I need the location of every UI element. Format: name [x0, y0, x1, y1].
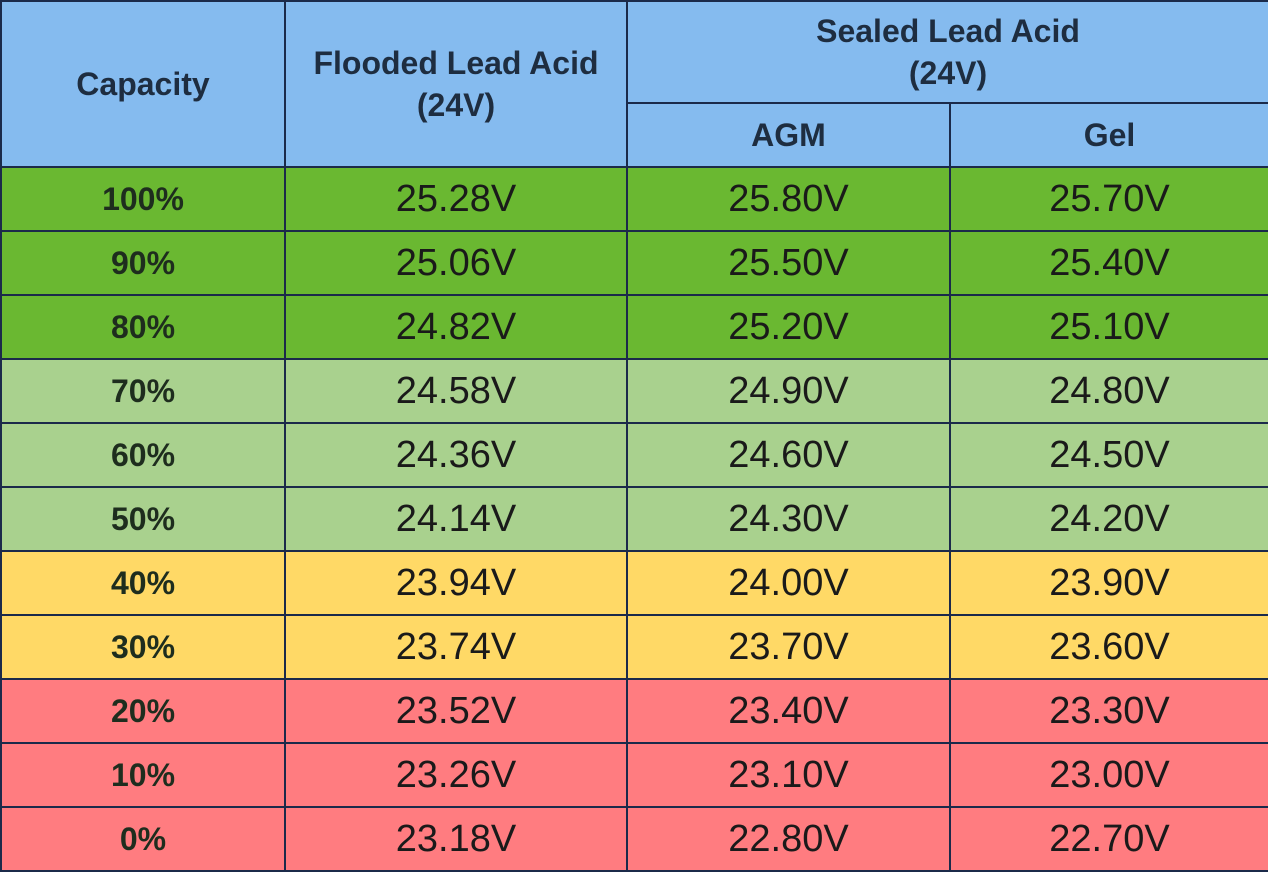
header-cell: Sealed Lead Acid (24V): [625, 0, 1268, 104]
header-cell: Capacity: [0, 0, 286, 168]
voltage-cell: 23.10V: [626, 742, 951, 808]
voltage-cell: 23.60V: [948, 614, 1268, 680]
voltage-cell: 24.36V: [284, 422, 628, 488]
header-cell: Gel: [948, 102, 1268, 168]
table-row: 100% 25.28V 25.80V 25.70V: [0, 166, 1268, 232]
voltage-cell: 23.70V: [626, 614, 951, 680]
voltage-cell: 24.60V: [626, 422, 951, 488]
voltage-cell: 23.74V: [284, 614, 628, 680]
voltage-cell: 25.20V: [626, 294, 951, 360]
header-cell: AGM: [626, 102, 951, 168]
capacity-cell: 80%: [0, 294, 286, 360]
table-row: 90% 25.06V 25.50V 25.40V: [0, 230, 1268, 296]
table-row: 40% 23.94V 24.00V 23.90V: [0, 550, 1268, 616]
voltage-cell: 24.80V: [948, 358, 1268, 424]
voltage-cell: 23.94V: [284, 550, 628, 616]
voltage-cell: 24.20V: [948, 486, 1268, 552]
table-row: 60% 24.36V 24.60V 24.50V: [0, 422, 1268, 488]
capacity-cell: 50%: [0, 486, 286, 552]
table-row: 50% 24.14V 24.30V 24.20V: [0, 486, 1268, 552]
voltage-cell: 22.80V: [626, 806, 951, 872]
capacity-cell: 100%: [0, 166, 286, 232]
voltage-cell: 24.50V: [948, 422, 1268, 488]
table-row: 70% 24.58V 24.90V 24.80V: [0, 358, 1268, 424]
table-row: 20% 23.52V 23.40V 23.30V: [0, 678, 1268, 744]
voltage-cell: 25.28V: [284, 166, 628, 232]
capacity-cell: 40%: [0, 550, 286, 616]
voltage-cell: 25.10V: [948, 294, 1268, 360]
capacity-cell: 30%: [0, 614, 286, 680]
voltage-cell: 24.30V: [626, 486, 951, 552]
header-cell: Flooded Lead Acid (24V): [284, 0, 628, 168]
header-row: AGM Gel: [1, 102, 1268, 168]
table-row: 80% 24.82V 25.20V 25.10V: [0, 294, 1268, 360]
header-row: Capacity Flooded Lead Acid (24V) Sealed …: [0, 0, 1268, 168]
capacity-cell: 90%: [0, 230, 286, 296]
voltage-cell: 23.90V: [948, 550, 1268, 616]
voltage-cell: 23.30V: [948, 678, 1268, 744]
voltage-cell: 23.18V: [284, 806, 628, 872]
voltage-cell: 25.50V: [626, 230, 951, 296]
voltage-cell: 24.58V: [284, 358, 628, 424]
voltage-cell: 22.70V: [948, 806, 1268, 872]
voltage-cell: 24.90V: [626, 358, 951, 424]
voltage-cell: 25.40V: [948, 230, 1268, 296]
table-row: 10% 23.26V 23.10V 23.00V: [0, 742, 1268, 808]
voltage-cell: 23.26V: [284, 742, 628, 808]
table-row: 0% 23.18V 22.80V 22.70V: [0, 806, 1268, 872]
voltage-cell: 25.06V: [284, 230, 628, 296]
voltage-cell: 24.14V: [284, 486, 628, 552]
capacity-cell: 20%: [0, 678, 286, 744]
table-header: Capacity Flooded Lead Acid (24V) Sealed …: [0, 0, 1268, 168]
voltage-cell: 25.70V: [948, 166, 1268, 232]
capacity-cell: 70%: [0, 358, 286, 424]
capacity-cell: 60%: [0, 422, 286, 488]
table-row: 30% 23.74V 23.70V 23.60V: [0, 614, 1268, 680]
table-body: 100% 25.28V 25.80V 25.70V 90% 25.06V 25.50V 25.…: [0, 166, 1268, 872]
voltage-cell: 23.52V: [284, 678, 628, 744]
voltage-cell: 24.82V: [284, 294, 628, 360]
capacity-cell: 0%: [0, 806, 286, 872]
voltage-cell: 24.00V: [626, 550, 951, 616]
capacity-cell: 10%: [0, 742, 286, 808]
voltage-cell: 23.00V: [948, 742, 1268, 808]
voltage-cell: 25.80V: [626, 166, 951, 232]
voltage-cell: 23.40V: [626, 678, 951, 744]
